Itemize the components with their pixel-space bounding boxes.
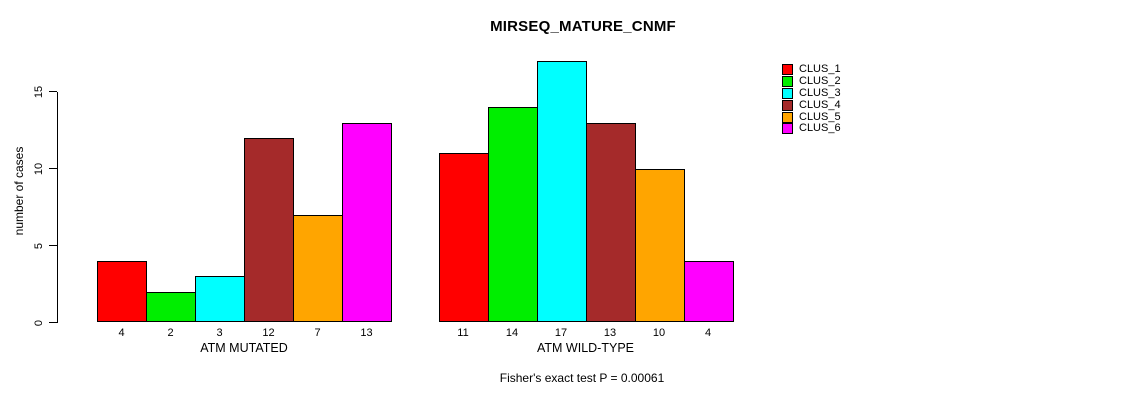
bar-value-label: 14	[505, 327, 519, 339]
legend-swatch	[782, 76, 793, 88]
bar-value-label: 17	[554, 327, 568, 339]
bar-value-label: 7	[314, 327, 321, 339]
y-axis-tick-label: 0	[33, 319, 45, 326]
y-axis-label: number of cases	[12, 146, 26, 236]
legend-swatch	[782, 87, 793, 99]
bar-value-label: 13	[360, 327, 373, 339]
bar-clus_2-mutated	[146, 291, 196, 323]
bar-value-label: 4	[704, 327, 712, 339]
bar-clus_4-mutated	[244, 138, 294, 323]
legend-swatch	[782, 64, 793, 76]
bar-clus_6-wild-type	[683, 261, 734, 323]
bar-value-label: 10	[652, 327, 666, 339]
legend: CLUS_1 CLUS_2 CLUS_3 CLUS_4 CLUS_5 CLUS_6	[782, 64, 841, 135]
bar-value-label: 3	[216, 327, 223, 339]
fisher-test-annotation: Fisher's exact test P = 0.00061	[499, 371, 665, 385]
legend-swatch	[782, 99, 793, 111]
bar-clus_2-wild-type	[487, 107, 538, 323]
chart-title: MIRSEQ_MATURE_CNMF	[490, 18, 676, 35]
bar-clus_3-wild-type	[536, 61, 587, 323]
y-axis-tick-label: 10	[33, 162, 45, 175]
bar-value-label: 11	[457, 327, 469, 339]
legend-item-clus_6: CLUS_6	[782, 123, 841, 135]
y-axis-line	[57, 92, 58, 323]
group-label-atm-wild-type: ATM WILD-TYPE	[537, 341, 634, 355]
y-axis-tick-label: 5	[33, 242, 45, 249]
bar-value-label: 4	[118, 327, 125, 339]
bar-clus_5-mutated	[293, 214, 343, 323]
legend-item-clus_1: CLUS_1	[782, 64, 841, 76]
bar-clus_3-mutated	[195, 276, 245, 323]
legend-item-clus_4: CLUS_4	[782, 99, 841, 111]
y-axis-tick-mark	[49, 91, 57, 93]
y-axis-tick-label: 15	[33, 85, 45, 99]
bar-clus_5-wild-type	[634, 168, 685, 323]
legend-swatch	[782, 123, 793, 135]
legend-label: CLUS_1	[799, 63, 841, 76]
legend-label: CLUS_6	[799, 122, 841, 135]
legend-label: CLUS_3	[799, 86, 841, 99]
bar-value-label: 2	[167, 327, 174, 339]
bar-value-label: 13	[603, 327, 617, 339]
bar-clus_6-mutated	[342, 122, 392, 323]
bar-clus_1-wild-type	[438, 153, 489, 323]
group-label-atm-mutated: ATM MUTATED	[200, 341, 288, 355]
legend-label: CLUS_5	[799, 110, 841, 123]
legend-item-clus_5: CLUS_5	[782, 111, 841, 123]
legend-label: CLUS_4	[799, 98, 841, 111]
bar-clus_4-wild-type	[585, 122, 636, 323]
bar-value-label: 12	[262, 327, 275, 339]
y-axis-tick-mark	[49, 168, 57, 170]
legend-item-clus_3: CLUS_3	[782, 86, 841, 100]
y-axis-tick-mark	[49, 322, 57, 323]
legend-item-clus_2: CLUS_2	[782, 76, 841, 88]
y-axis-tick-mark	[49, 245, 57, 247]
legend-label: CLUS_2	[799, 75, 841, 88]
bar-clus_1-mutated	[97, 261, 147, 323]
legend-swatch	[782, 111, 793, 123]
